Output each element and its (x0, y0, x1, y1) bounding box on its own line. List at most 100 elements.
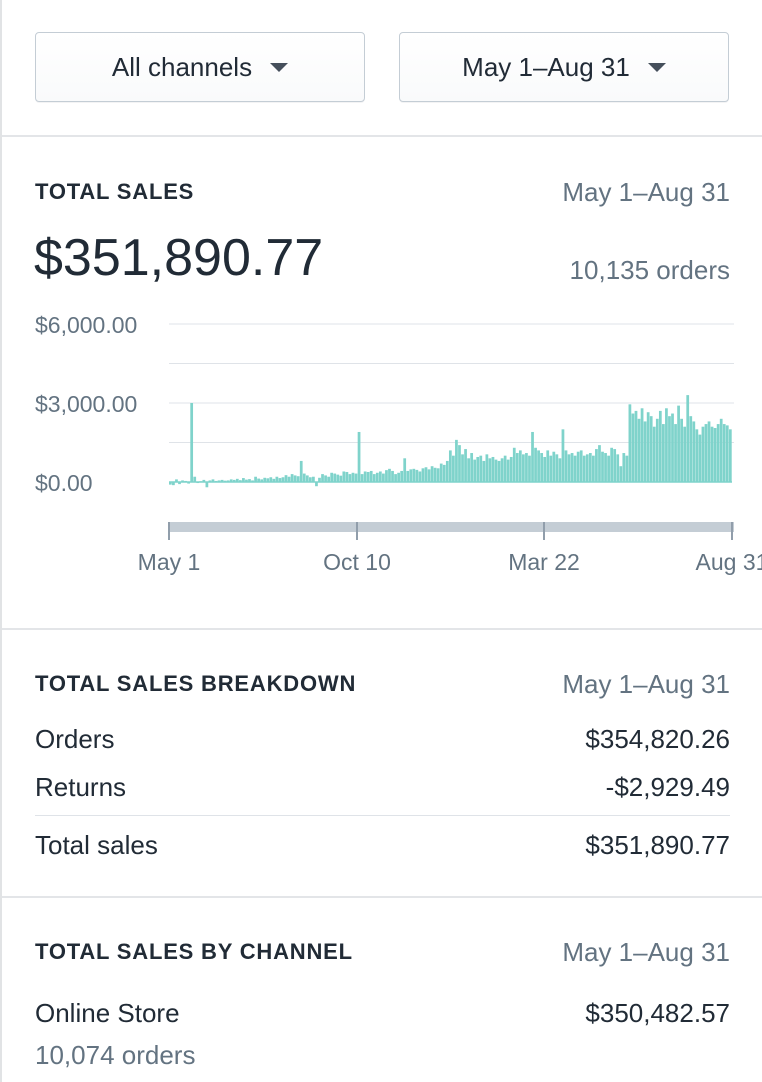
chart-bar (272, 478, 276, 482)
chart-bar (351, 472, 355, 482)
chart-bar (546, 450, 550, 482)
chart-bar (582, 455, 586, 482)
chart-bar (382, 473, 385, 482)
chart-bar (491, 456, 495, 482)
chart-bar (537, 450, 540, 482)
breakdown-orders-value: $354,820.26 (585, 724, 730, 754)
chart-bar (613, 449, 617, 482)
chart-bar (442, 464, 446, 482)
chart-bar (564, 450, 568, 482)
chart-bar (330, 472, 334, 482)
chart-bar (570, 453, 574, 482)
chart-bar (321, 474, 324, 482)
chart-bar (391, 470, 394, 482)
chart-bar (558, 458, 562, 482)
chart-bar (634, 410, 638, 482)
chart-bar (263, 477, 267, 482)
chart-bar (683, 426, 687, 482)
x-tick-label: May 1 (138, 549, 201, 575)
chart-bar (467, 458, 470, 482)
chart-bar (552, 451, 556, 482)
chart-bar (327, 476, 330, 482)
chart-bar (689, 416, 693, 482)
chart-bar (290, 474, 294, 482)
caret-down-icon (270, 62, 289, 72)
chart-bar (543, 456, 547, 482)
chart-bar (662, 424, 665, 482)
date-range-dropdown[interactable]: May 1–Aug 31 (399, 32, 729, 102)
y-tick-label: $3,000.00 (35, 391, 137, 417)
chart-bar (567, 454, 571, 482)
chart-bar (515, 453, 519, 482)
chart-bar (497, 460, 501, 482)
chart-bar (549, 455, 553, 482)
total-sales-date-range: May 1–Aug 31 (562, 177, 730, 207)
chart-bar (595, 449, 598, 482)
chart-bar (506, 459, 510, 482)
chart-bar (296, 476, 300, 482)
breakdown-returns-label: Returns (35, 772, 127, 802)
chart-bar (409, 469, 413, 482)
chart-bar (388, 468, 391, 482)
chart-bar (339, 475, 343, 482)
chart-bar (531, 431, 534, 482)
chart-bar (452, 455, 455, 482)
chart-bar (503, 455, 507, 482)
chart-bar (540, 453, 544, 482)
chart-bar (205, 482, 209, 488)
chart-bar (181, 480, 184, 482)
chart-bar (640, 408, 644, 482)
chart-bar (561, 429, 565, 482)
chart-bar (668, 416, 671, 482)
chart-bar (394, 474, 397, 482)
chart-range-bar (169, 522, 734, 532)
chart-bar (528, 455, 531, 482)
chart-bar (448, 450, 452, 482)
channel-dropdown[interactable]: All channels (35, 32, 365, 102)
chart-bar (710, 426, 714, 482)
chart-bar (308, 477, 312, 482)
chart-bar (728, 429, 732, 482)
chart-bar (235, 478, 239, 482)
chart-bar (178, 482, 181, 485)
chart-bar (357, 431, 361, 482)
chart-bar (318, 477, 321, 482)
chart-bar (169, 482, 172, 485)
chart-bar (360, 474, 364, 482)
chart-bar (518, 450, 522, 482)
chart-bar (245, 479, 248, 482)
chart-bar (193, 476, 197, 482)
chart-bar (299, 460, 303, 482)
chart-bar (488, 458, 492, 482)
chart-bar (579, 450, 583, 482)
by-channel-title: TOTAL SALES BY CHANNEL (35, 939, 353, 964)
chart-bar (242, 478, 245, 482)
chart-bar (701, 426, 705, 482)
chart-bar (655, 418, 659, 482)
chart-bar (427, 469, 431, 482)
chart-bar (220, 479, 224, 482)
chart-bar (482, 460, 486, 482)
chart-bar (430, 466, 434, 482)
chart-bar (284, 475, 288, 482)
chart-bar (485, 454, 489, 482)
chart-bar (610, 447, 614, 482)
y-tick-label: $6,000.00 (35, 312, 137, 338)
chart-bar (302, 473, 306, 482)
chart-bar (494, 459, 498, 482)
breakdown-total-label: Total sales (35, 830, 158, 860)
chart-bar (439, 463, 443, 482)
breakdown-date-range: May 1–Aug 31 (562, 669, 730, 699)
chart-bar (345, 471, 349, 482)
section-divider (2, 628, 762, 630)
chart-bar (598, 445, 601, 482)
chart-bar (722, 424, 726, 482)
chart-bar (406, 470, 410, 482)
chart-bar (680, 418, 683, 482)
chart-bar (254, 476, 257, 482)
chart-bar (251, 480, 254, 482)
chart-bar (461, 454, 464, 482)
chart-bar (385, 470, 388, 482)
panel-left-border (0, 0, 2, 1082)
chart-bar (424, 467, 428, 482)
